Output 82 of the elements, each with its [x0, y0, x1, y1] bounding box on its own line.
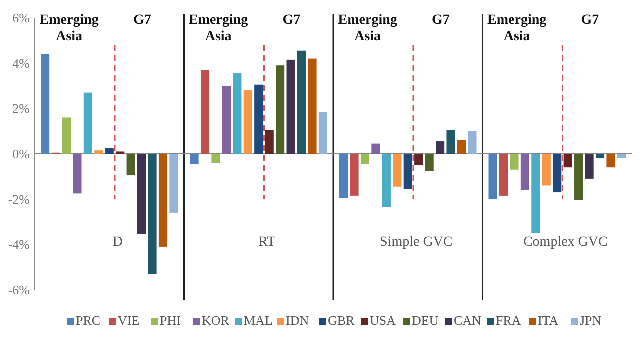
legend-label: DEU — [412, 313, 440, 328]
legend-label: ITA — [538, 313, 560, 328]
bar — [286, 60, 296, 154]
legend-label: VIE — [118, 313, 140, 328]
annotation: G7 — [581, 13, 600, 28]
bar — [308, 58, 317, 154]
legend-label: KOR — [202, 313, 230, 328]
legend-label: FRA — [496, 313, 522, 328]
x-tick-label: D — [112, 235, 123, 250]
bar — [596, 154, 605, 159]
bar — [499, 154, 508, 196]
bar — [276, 66, 285, 154]
bar — [105, 148, 114, 154]
bar — [404, 154, 412, 190]
bar — [360, 154, 370, 164]
annotation: Emerging Asia — [40, 13, 99, 44]
bar — [393, 154, 402, 187]
bar — [254, 84, 264, 154]
bar — [468, 131, 477, 154]
legend-label: JPN — [580, 313, 602, 328]
bar — [520, 154, 530, 190]
legend-label: MAL — [244, 313, 273, 328]
bar — [318, 112, 328, 154]
y-tick-label: 4% — [12, 56, 30, 71]
bar — [532, 154, 540, 234]
annotation: G7 — [134, 13, 152, 28]
bar — [574, 154, 584, 200]
bar — [190, 154, 199, 164]
x-tick-label: RT — [258, 235, 276, 250]
bar — [436, 142, 445, 154]
x-tick-label: Simple GVC — [380, 235, 453, 250]
bar — [457, 140, 466, 154]
bar — [510, 154, 519, 170]
bar — [233, 74, 242, 154]
bar — [222, 86, 231, 154]
x-tick-label: Complex GVC — [523, 235, 608, 250]
bar — [126, 154, 136, 176]
legend-label: PHI — [160, 313, 181, 328]
y-tick-label: -2% — [8, 192, 30, 207]
bar — [606, 154, 616, 168]
legend-label: CAN — [454, 313, 482, 328]
bar — [244, 90, 252, 154]
y-tick-label: 2% — [12, 101, 30, 116]
bar — [350, 154, 359, 196]
legend-label: IDN — [286, 313, 310, 328]
legend-label: PRC — [76, 313, 101, 328]
annotation: Emerging Asia — [338, 13, 398, 44]
bar — [564, 154, 572, 168]
legend-label: USA — [370, 313, 397, 328]
y-tick-label: -6% — [8, 282, 30, 298]
bar — [585, 154, 594, 179]
annotation: Emerging Asia — [488, 13, 547, 44]
bar — [340, 154, 348, 198]
y-tick-label: 6% — [12, 10, 30, 26]
bar — [212, 154, 220, 164]
legend-label: GBR — [328, 313, 356, 328]
bar — [158, 154, 168, 247]
bar — [553, 154, 562, 193]
annotation: G7 — [432, 13, 450, 28]
bar — [148, 154, 157, 274]
bar — [170, 154, 178, 213]
y-tick-label: 0% — [12, 146, 30, 162]
bar — [73, 154, 82, 194]
bar — [297, 50, 306, 154]
bar — [94, 150, 104, 154]
bar — [41, 54, 50, 154]
bar — [425, 154, 434, 171]
y-tick-label: -4% — [8, 237, 30, 252]
bar — [372, 144, 380, 154]
annotation: Emerging Asia — [189, 13, 248, 44]
bar — [617, 154, 626, 159]
annotation: G7 — [282, 13, 301, 28]
bar — [265, 130, 274, 154]
bar — [138, 154, 146, 234]
bar — [446, 130, 456, 154]
bar — [542, 154, 551, 186]
bar — [200, 70, 210, 154]
bar — [62, 118, 72, 154]
bar — [414, 154, 424, 166]
bar — [84, 92, 92, 154]
bar — [382, 154, 391, 208]
bar — [488, 154, 498, 200]
